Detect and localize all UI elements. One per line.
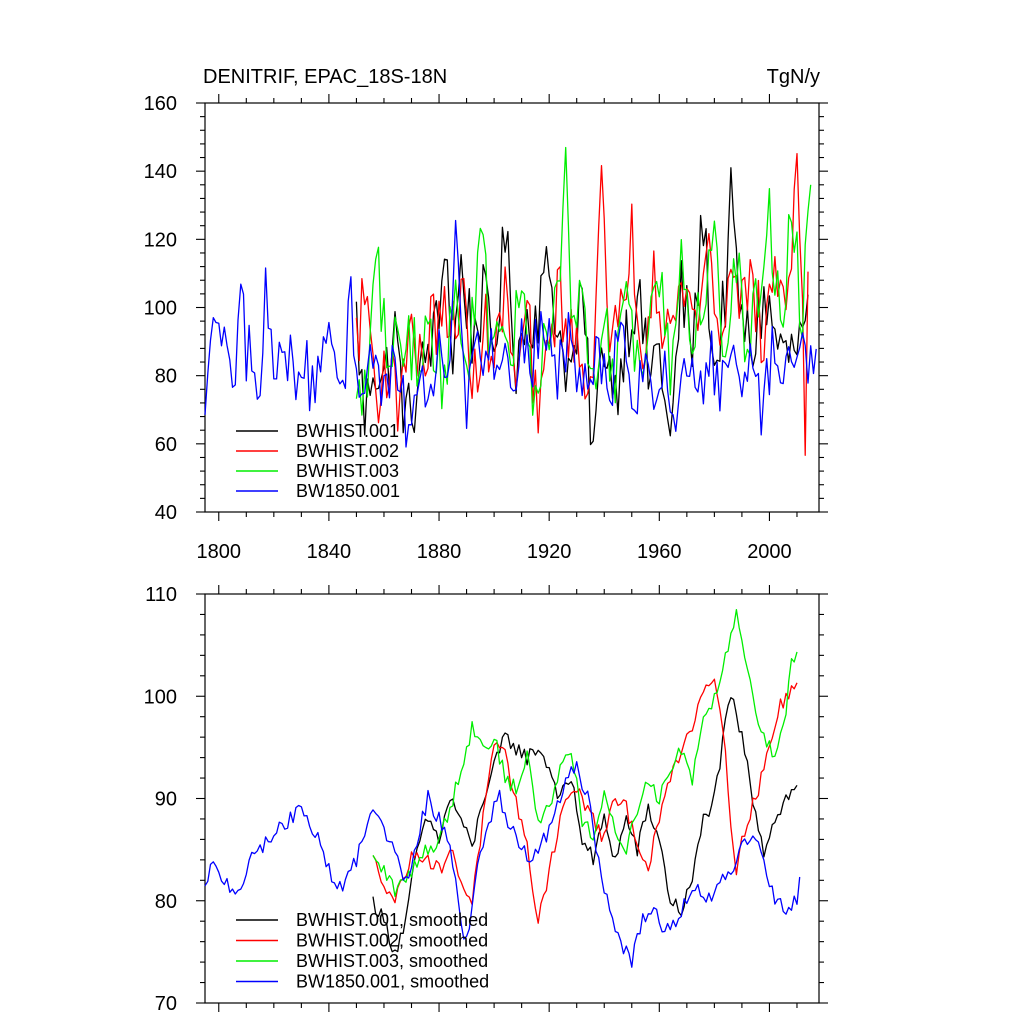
y-tick-label: 100 xyxy=(144,686,177,708)
y-tick-label: 110 xyxy=(145,584,177,606)
series-line-bwhist-003-smoothed xyxy=(372,608,798,897)
x-tick-label: 1800 xyxy=(197,541,242,563)
y-tick-label: 160 xyxy=(144,93,177,115)
y-tick-label: 120 xyxy=(144,229,177,251)
top-axis-ticks: 1800 1840 1880 1920 1960 2000 40 60 80 100 120 140 1… xyxy=(144,93,828,563)
x-tick-label: 1840 xyxy=(307,541,352,563)
y-tick-label: 70 xyxy=(155,993,177,1015)
legend-label: BW1850.001, smoothed xyxy=(296,972,489,992)
top-panel: 1800 1840 1880 1920 1960 2000 40 60 80 100 120 140 1… xyxy=(144,93,828,563)
legend-label: BWHIST.002, smoothed xyxy=(296,931,488,951)
series-line-bw1850-001 xyxy=(204,219,817,448)
units-label: TgN/y xyxy=(767,66,820,88)
top-series-group xyxy=(204,146,817,456)
legend-label: BWHIST.003 xyxy=(296,461,399,481)
legend-label: BW1850.001 xyxy=(296,481,400,501)
legend-label: BWHIST.002 xyxy=(296,441,399,461)
x-tick-label: 1960 xyxy=(637,541,682,563)
y-tick-label: 100 xyxy=(144,298,177,320)
series-line-bwhist-002 xyxy=(355,152,809,456)
series-line-bwhist-003 xyxy=(355,146,812,416)
chart-title: DENITRIF, EPAC_18S-18N xyxy=(203,66,447,88)
x-tick-label: 2000 xyxy=(747,541,792,563)
series-line-bw1850-001-smoothed xyxy=(204,761,801,968)
legend-label: BWHIST.001, smoothed xyxy=(296,910,488,930)
bottom-axis-ticks: 70 80 90 100 110 xyxy=(144,584,828,1015)
y-tick-label: 80 xyxy=(155,366,177,388)
x-tick-label: 1880 xyxy=(417,541,462,563)
series-line-bwhist-002-smoothed xyxy=(372,678,798,924)
y-tick-label: 60 xyxy=(155,434,177,456)
legend-label: BWHIST.001 xyxy=(296,421,399,441)
bottom-series-group xyxy=(204,608,801,968)
x-tick-label: 1920 xyxy=(527,541,572,563)
legend-label: BWHIST.003, smoothed xyxy=(296,951,488,971)
y-tick-label: 80 xyxy=(155,891,177,913)
y-tick-label: 140 xyxy=(144,161,177,183)
y-tick-label: 40 xyxy=(155,502,177,524)
y-tick-label: 90 xyxy=(155,789,177,811)
